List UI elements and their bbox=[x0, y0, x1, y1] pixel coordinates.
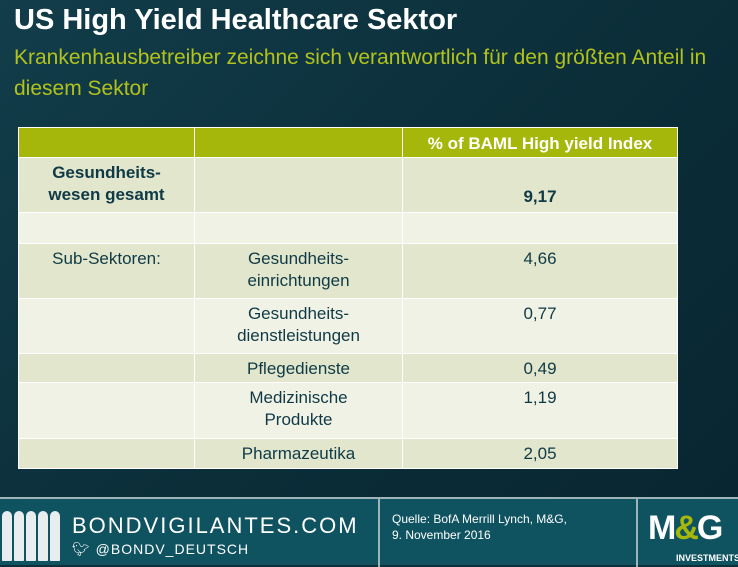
mg-logo: M&G INVESTMENTS bbox=[648, 509, 738, 563]
page-title: US High Yield Healthcare Sektor bbox=[14, 4, 458, 36]
divider bbox=[636, 499, 638, 567]
sector-name: Gesundheits-einrichtungen bbox=[194, 243, 403, 299]
sector-name: Medizinische Produkte bbox=[194, 382, 403, 439]
header-cell bbox=[18, 127, 195, 158]
sector-value: 4,66 bbox=[402, 243, 678, 299]
twitter-icon: 🐦︎ bbox=[72, 541, 91, 557]
divider bbox=[378, 499, 380, 567]
source-date: 9. November 2016 bbox=[392, 528, 491, 542]
page-subtitle: Krankenhausbetreiber zeichne sich verant… bbox=[14, 46, 707, 100]
sector-value: 1,19 bbox=[402, 382, 678, 439]
source-line: Quelle: BofA Merrill Lynch, M&G, bbox=[392, 512, 567, 526]
sector-value: 0,77 bbox=[402, 298, 678, 354]
table-row: Medizinische Produkte 1,19 bbox=[18, 382, 678, 439]
total-value: 9,17 bbox=[402, 157, 678, 213]
sub-sectors-label: Sub-Sektoren: bbox=[18, 243, 195, 299]
table-row: Gesundheits-dienstleistungen 0,77 bbox=[18, 298, 678, 354]
table-row-spacer bbox=[18, 212, 678, 244]
sector-value: 0,49 bbox=[402, 353, 678, 383]
header-cell bbox=[194, 127, 403, 158]
footer: BONDVIGILANTES.COM 🐦︎ @BONDV_DEUTSCH Que… bbox=[0, 497, 738, 567]
header-cell: % of BAML High yield Index bbox=[402, 127, 678, 158]
sector-value: 2,05 bbox=[402, 438, 678, 469]
sector-name: Pharmazeutika bbox=[194, 438, 403, 469]
website-link[interactable]: BONDVIGILANTES.COM bbox=[72, 513, 359, 538]
table-header: % of BAML High yield Index bbox=[18, 127, 678, 158]
twitter-handle-text: @BONDV_DEUTSCH bbox=[95, 541, 250, 557]
twitter-handle[interactable]: 🐦︎ @BONDV_DEUTSCH bbox=[72, 541, 249, 558]
sector-name: Pflegedienste bbox=[194, 353, 403, 383]
table-row: Sub-Sektoren: Gesundheits-einrichtungen … bbox=[18, 243, 678, 299]
sector-name: Gesundheits-dienstleistungen bbox=[194, 298, 403, 354]
empty-cell bbox=[194, 157, 403, 213]
table-row: Pharmazeutika 2,05 bbox=[18, 438, 678, 469]
total-label: Gesundheits-wesen gesamt bbox=[18, 157, 195, 213]
table-row: Pflegedienste 0,49 bbox=[18, 353, 678, 383]
table-row-total: Gesundheits-wesen gesamt 9,17 bbox=[18, 157, 678, 213]
source-note: Quelle: BofA Merrill Lynch, M&G, 9. Novem… bbox=[392, 511, 567, 543]
people-silhouette-icon bbox=[2, 511, 60, 561]
sector-table: % of BAML High yield Index Gesundheits-w… bbox=[18, 127, 678, 469]
